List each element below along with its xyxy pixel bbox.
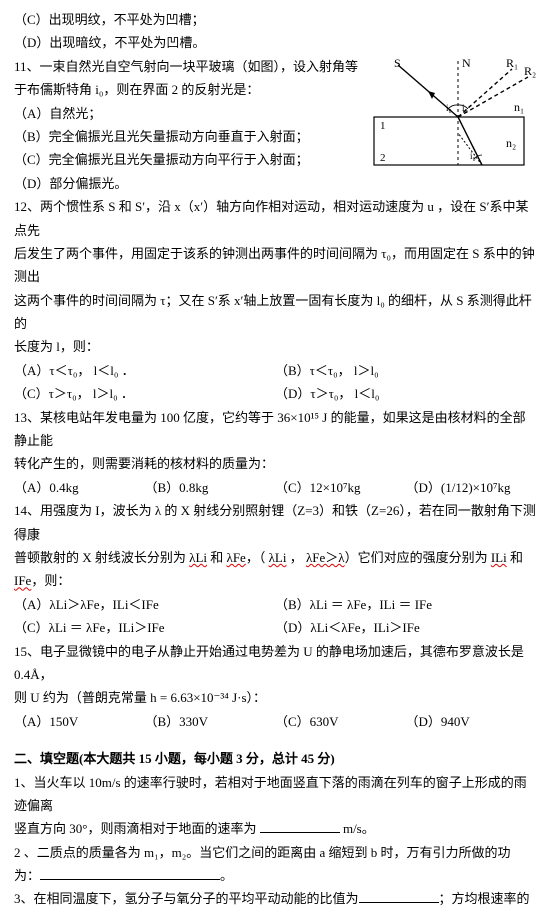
q12-stem-2: 后发生了两个事件，用固定于该系的钟测出两事件的时间间隔为 τ₀，而用固定在 S …	[14, 242, 536, 289]
q14-opts-row2: （C）λLi ＝ λFe，ILi＞IFe （D）λLi＜λFe，ILi＞IFe	[14, 616, 536, 639]
q15-opt-c: （C）630V	[275, 710, 406, 733]
q14-wavy-2: λFe	[227, 550, 246, 565]
q15-opt-a: （A）150V	[14, 710, 145, 733]
blank-2-line1: 2 、二质点的质量各为 m₁，m₂。当它们之间的距离由 a 缩短到 b 时，万有…	[14, 841, 536, 864]
svg-text:n₁: n₁	[514, 100, 524, 114]
svg-text:1: 1	[380, 120, 386, 132]
q14-opts-row1: （A）λLi＞λFe，ILi＜IFe （B）λLi ＝ λFe，ILi ＝ IF…	[14, 593, 536, 616]
q12-opt-d: （D）τ＞τ₀， l＜l₀	[275, 382, 536, 405]
q12-opts-row2: （C）τ＞τ₀， l＞l₀ ． （D）τ＞τ₀， l＜l₀	[14, 382, 536, 405]
svg-text:S: S	[394, 56, 401, 70]
q10-opt-d: （D）出现暗纹，不平处为凹槽。	[14, 31, 536, 54]
q13-stem-1: 13、某核电站年发电量为 100 亿度，它约等于 36×10¹⁵ J 的能量，如…	[14, 406, 536, 453]
svg-text:i₀: i₀	[446, 103, 452, 113]
svg-text:N: N	[462, 56, 471, 70]
q14-wavy-5: ILi	[491, 550, 507, 565]
q12-opt-b: （B）τ＜τ₀， l＞l₀	[275, 359, 536, 382]
q14-opt-a: （A）λLi＞λFe，ILi＜IFe	[14, 593, 275, 616]
blank-1-line1: 1、当火车以 10m/s 的速率行驶时，若相对于地面竖直下落的雨滴在列车的窗子上…	[14, 771, 536, 818]
q15-opts: （A）150V （B）330V （C）630V （D）940V	[14, 710, 536, 733]
q14-wavy-4: λFe＞λ	[306, 550, 345, 565]
svg-text:2: 2	[380, 152, 386, 164]
q15-opt-b: （B）330V	[145, 710, 276, 733]
q13-opt-a: （A）0.4kg	[14, 476, 145, 499]
blank-3-field	[359, 889, 439, 903]
q13-opt-b: （B）0.8kg	[145, 476, 276, 499]
q14-wavy-6: IFe	[14, 573, 31, 588]
q12-stem-1: 12、两个惯性系 S 和 S′，沿 x（x′）轴方向作相对运动，相对运动速度为 …	[14, 195, 536, 242]
q10-opt-c: （C）出现明纹，不平处为凹槽；	[14, 8, 536, 31]
blank-3-line1: 3、在相同温度下，氢分子与氧分子的平均平动动能的比值为；方均根速率的	[14, 887, 536, 910]
svg-text:R₁: R₁	[506, 56, 518, 70]
q12-stem-4: 长度为 l，则：	[14, 335, 536, 358]
q14-wavy-1: λLi	[189, 550, 207, 565]
q15-stem-1: 15、电子显微镜中的电子从静止开始通过电势差为 U 的静电场加速后，其德布罗意波…	[14, 640, 536, 687]
q14-opt-c: （C）λLi ＝ λFe，ILi＞IFe	[14, 616, 275, 639]
blank-1-line2: 竖直方向 30°，则雨滴相对于地面的速率为 m/s。	[14, 817, 536, 840]
svg-text:i₀: i₀	[462, 103, 468, 113]
blank-2-line2: 为：。	[14, 864, 536, 887]
blank-2-field	[40, 866, 220, 880]
q13-stem-2: 转化产生的，则需要消耗的核材料的质量为：	[14, 452, 536, 475]
q14-stem-1: 14、用强度为 I，波长为 λ 的 X 射线分别照射锂（Z=3）和铁（Z=26）…	[14, 499, 536, 546]
q13-opts: （A）0.4kg （B）0.8kg （C）12×10⁷kg （D）(1/12)×…	[14, 476, 536, 499]
q13-opt-d: （D）(1/12)×10⁷kg	[406, 476, 537, 499]
q12-opts-row1: （A）τ＜τ₀， l＜l₀ ． （B）τ＜τ₀， l＞l₀	[14, 359, 536, 382]
q13-opt-c: （C）12×10⁷kg	[275, 476, 406, 499]
q14-opt-b: （B）λLi ＝ λFe，ILi ＝ IFe	[275, 593, 536, 616]
svg-text:R₂: R₂	[524, 64, 536, 78]
q15-opt-d: （D）940V	[406, 710, 537, 733]
section-2-title: 二、填空题(本大题共 15 小题，每小题 3 分，总计 45 分)	[14, 747, 536, 770]
q12-stem-3: 这两个事件的时间间隔为 τ；又在 S′系 x′轴上放置一固有长度为 l₀ 的细杆…	[14, 289, 536, 336]
blank-1-field	[260, 819, 340, 833]
q12-opt-c: （C）τ＞τ₀， l＞l₀ ．	[14, 382, 275, 405]
q12-opt-a: （A）τ＜τ₀， l＜l₀ ．	[14, 359, 275, 382]
svg-text:i₀: i₀	[470, 151, 476, 161]
q14-wavy-3: λLi	[269, 550, 287, 565]
q14-opt-d: （D）λLi＜λFe，ILi＞IFe	[275, 616, 536, 639]
q11-figure: S N R₁ R₂ i₀ i₀ i₀ n₁ n₂ 1 2	[366, 55, 536, 182]
q15-stem-2: 则 U 约为（普朗克常量 h = 6.63×10⁻³⁴ J·s）：	[14, 686, 536, 709]
svg-text:n₂: n₂	[506, 136, 516, 150]
q14-stem-2: 普顿散射的 X 射线波长分别为 λLi 和 λFe，（ λLi ， λFe＞λ）…	[14, 546, 536, 593]
